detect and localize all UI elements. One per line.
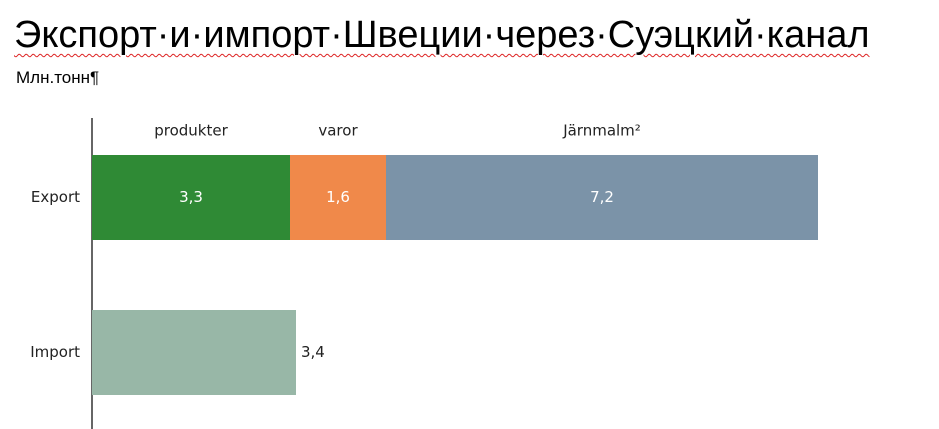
series-label: varor	[318, 122, 358, 140]
bar-segment	[290, 155, 386, 240]
chart-subtitle: Млн.тонн¶	[16, 68, 100, 87]
bar-segment	[92, 155, 290, 240]
category-label: Import	[30, 343, 80, 361]
value-label: 7,2	[590, 188, 614, 206]
bar-segment	[92, 310, 296, 395]
value-label: 3,3	[179, 188, 203, 206]
series-label: produkter	[154, 122, 228, 140]
chart-title: Экспорт·и·импорт·Швеции·через·Суэцкий·ка…	[14, 14, 870, 56]
series-label: Järnmalm²	[562, 122, 641, 140]
bar-segment	[386, 155, 818, 240]
value-label: 3,4	[301, 343, 325, 361]
category-label: Export	[31, 188, 80, 206]
value-label: 1,6	[326, 188, 350, 206]
